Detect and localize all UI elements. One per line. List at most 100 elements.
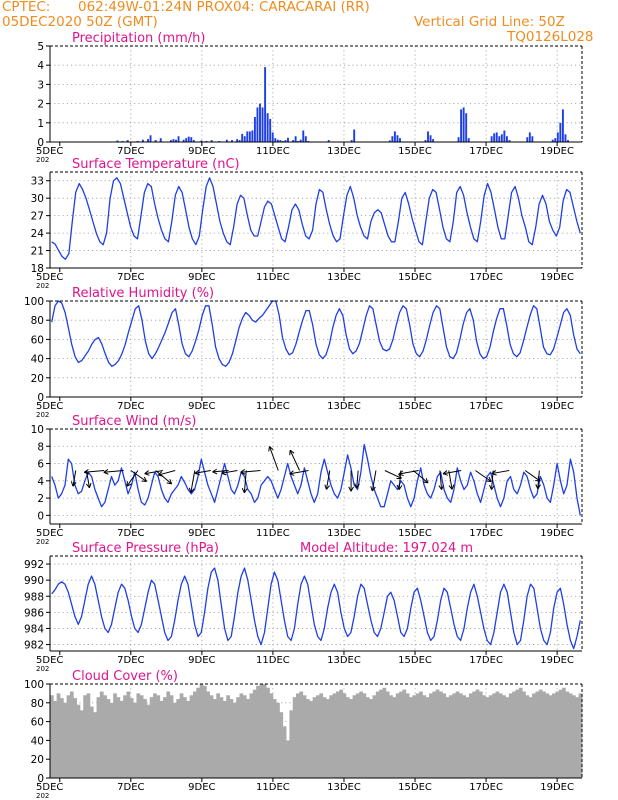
precip-bar <box>302 130 305 142</box>
x-tick-label: 5DEC <box>36 528 63 539</box>
cloud-bar <box>525 695 530 778</box>
wind-arrow <box>84 470 105 473</box>
cloud-bar <box>153 693 157 778</box>
precip-bar <box>559 122 562 142</box>
cloud-bar <box>495 691 500 778</box>
precip-bar <box>391 136 394 142</box>
cloud-bar <box>442 693 447 778</box>
x-tick-label: 9DEC <box>188 401 215 412</box>
precip-bar <box>169 140 172 142</box>
wind-arrow-head <box>396 484 400 490</box>
cloud-bar <box>562 687 566 778</box>
x-tick-label: 19DEC <box>540 272 574 283</box>
cloud-bar <box>379 689 383 778</box>
x-tick-label: 15DEC <box>398 146 432 157</box>
wind-arrow <box>289 449 301 471</box>
precip-bar <box>495 132 498 142</box>
cloud-bar <box>59 698 64 778</box>
y-tick-label: 2 <box>37 493 44 505</box>
wind-arrow <box>371 470 377 492</box>
cloud-bar <box>256 685 260 778</box>
wind-arrow-head <box>141 480 147 483</box>
cloud-bar <box>166 691 171 778</box>
wind-arrow <box>72 470 77 487</box>
wind-arrow-head <box>491 485 495 490</box>
cloud-bar <box>206 691 210 778</box>
cloud-bar <box>492 693 496 778</box>
cloud-bar <box>316 695 320 778</box>
wind-arrow <box>325 470 331 490</box>
cloud-bar <box>83 695 87 778</box>
y-tick-label: 24 <box>31 228 45 240</box>
wind-arrow-head <box>398 470 404 475</box>
cloud-bar <box>468 693 473 778</box>
cloud-bar <box>163 697 167 778</box>
x-tick-label: 11DEC <box>256 655 290 666</box>
y-tick-label: 80 <box>31 698 44 710</box>
precip-bar <box>399 138 401 142</box>
cloud-bar <box>322 697 327 778</box>
x-tick-label: 9DEC <box>188 655 215 666</box>
precip-bar <box>551 139 554 142</box>
cloud-bar <box>186 700 191 778</box>
x-tick-label: 13DEC <box>327 146 361 157</box>
cloud-bar <box>109 702 114 778</box>
cloud-bar <box>209 695 214 778</box>
precip-bar <box>498 136 501 142</box>
cloud-bar <box>246 699 250 778</box>
precip-bar <box>147 139 149 142</box>
cloud-bar <box>73 698 77 778</box>
wind-arrow-head <box>166 482 172 485</box>
x-tick-label: 11DEC <box>256 528 290 539</box>
cloud-bar <box>329 695 334 778</box>
y-tick-label: 984 <box>24 623 44 635</box>
precip-bar <box>327 140 330 142</box>
cloud-bar <box>512 691 516 778</box>
wind-arrow-head <box>425 478 429 484</box>
x-tick-label: 15DEC <box>398 401 432 412</box>
precip-bar <box>490 136 493 142</box>
precip-bar <box>500 134 503 142</box>
wind-arrow-head <box>350 486 354 492</box>
precip-bar <box>182 139 185 142</box>
cloud-bar <box>289 710 294 778</box>
cloud-bar <box>119 700 124 778</box>
precip-bar <box>531 136 534 142</box>
wind-arrow-head <box>398 473 404 477</box>
cloud-bar <box>382 687 387 778</box>
wind-arrow-head <box>190 488 195 493</box>
wind-arrow-head <box>103 471 109 475</box>
cloud-bar <box>113 693 117 778</box>
y-tick-label: 100 <box>24 679 44 691</box>
cloud-bar <box>365 697 370 778</box>
cloud-bar <box>419 691 423 778</box>
x-year-label: 202 <box>36 665 49 673</box>
cloud-bar <box>192 691 197 778</box>
cloud-bar <box>575 697 580 778</box>
cloud-bar <box>309 700 314 778</box>
cloud-title: Cloud Cover (%) <box>72 669 178 684</box>
cloud-bar <box>385 691 390 778</box>
pres-title: Surface Pressure (hPa) <box>72 541 219 556</box>
cloud-bar <box>249 693 254 778</box>
y-tick-label: 100 <box>24 296 44 308</box>
cloud-bar <box>272 699 277 778</box>
panel-temp <box>46 171 583 272</box>
wind-arrow-head <box>212 468 218 473</box>
cloud-bar <box>176 699 181 778</box>
header-run-time: 05DEC2020 50Z (GMT) <box>2 14 158 30</box>
cloud-bar <box>199 684 204 778</box>
wind-arrow-head <box>194 472 200 476</box>
pres-subtitle: Model Altitude: 197.024 m <box>300 541 473 556</box>
y-tick-label: 4 <box>37 476 44 488</box>
wind-arrow <box>475 470 492 482</box>
cloud-bar <box>572 695 576 778</box>
precip-title: Precipitation (mm/h) <box>72 31 205 46</box>
cloud-bar <box>458 693 463 778</box>
cloud-bar <box>538 689 543 778</box>
wind-arrow-head <box>85 483 90 489</box>
cloud-bar <box>339 689 343 778</box>
cloud-bar <box>422 695 427 778</box>
cloud-bar <box>189 695 194 778</box>
precip-bar <box>175 139 177 142</box>
